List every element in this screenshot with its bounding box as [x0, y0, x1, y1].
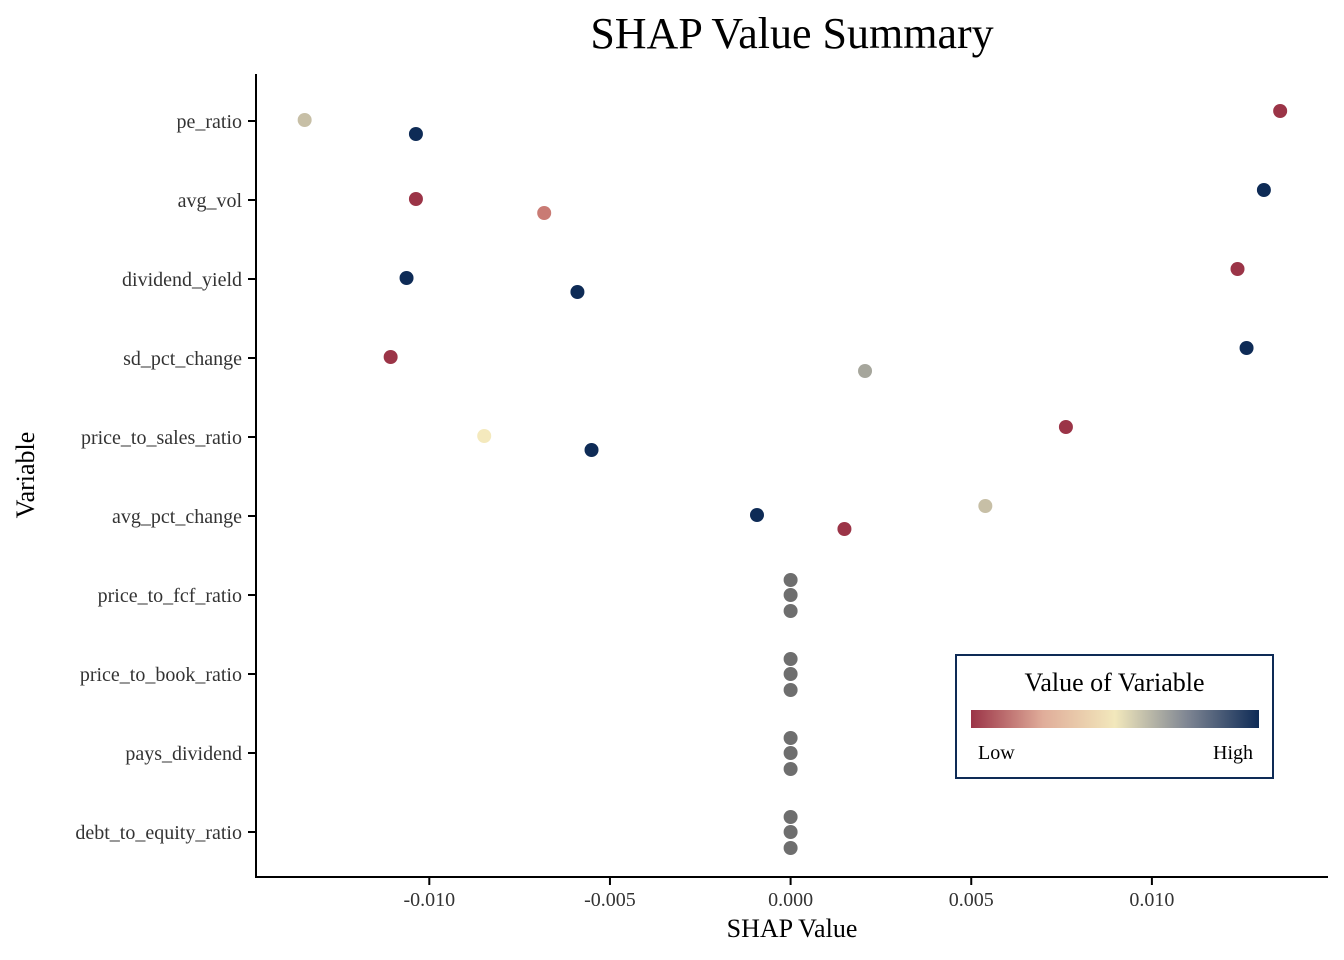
shap-point [1256, 183, 1271, 197]
y-tick-label: avg_pct_change [112, 506, 242, 528]
x-tick-label: 0.010 [1129, 889, 1174, 911]
y-tick-label: price_to_sales_ratio [81, 427, 242, 449]
shap-point [1239, 341, 1254, 355]
shap-point [477, 429, 492, 443]
y-tick-label: price_to_fcf_ratio [98, 585, 242, 607]
shap-point [783, 762, 798, 776]
y-axis-title: Variable [11, 432, 40, 519]
shap-point [783, 604, 798, 618]
legend-high-label: High [1213, 742, 1253, 764]
chart-title: SHAP Value Summary [590, 9, 993, 58]
y-tick-label: dividend_yield [122, 269, 242, 291]
x-tick-label: 0.005 [949, 889, 994, 911]
shap-point [783, 588, 798, 602]
legend-low-label: Low [978, 742, 1015, 764]
shap-point [783, 667, 798, 681]
x-tick-label: -0.010 [403, 889, 455, 911]
shap-point [783, 573, 798, 587]
plot-area: pe_ratio avg_vol dividend_yield sd_pct_chan… [75, 74, 1328, 911]
shap-point [399, 271, 414, 285]
y-tick-label: price_to_book_ratio [80, 664, 242, 686]
shap-point [408, 192, 423, 206]
shap-point [978, 499, 993, 513]
data-points [297, 104, 1288, 855]
shap-point [783, 652, 798, 666]
shap-point [383, 350, 398, 364]
x-tick-label: -0.005 [584, 889, 636, 911]
x-axis-title: SHAP Value [727, 914, 858, 943]
x-axis-ticks: -0.010 -0.005 0.000 0.005 0.010 [403, 877, 1174, 911]
shap-point [297, 113, 312, 127]
shap-point [537, 206, 552, 220]
shap-point [749, 508, 764, 522]
y-tick-label: pays_dividend [125, 743, 242, 765]
y-axis-ticks: pe_ratio avg_vol dividend_yield sd_pct_chan… [75, 111, 256, 844]
shap-point [783, 841, 798, 855]
shap-point [783, 683, 798, 697]
y-tick-label: debt_to_equity_ratio [75, 822, 242, 844]
shap-point [584, 443, 599, 457]
y-tick-label: avg_vol [178, 190, 243, 212]
legend-color-bar [971, 710, 1259, 728]
shap-point [783, 746, 798, 760]
y-tick-label: pe_ratio [176, 111, 242, 133]
shap-point [783, 825, 798, 839]
shap-point [783, 731, 798, 745]
shap-point [783, 810, 798, 824]
shap-point [1273, 104, 1288, 118]
shap-point [1058, 420, 1073, 434]
shap-point [837, 522, 852, 536]
y-tick-label: sd_pct_change [123, 348, 242, 370]
legend-title: Value of Variable [1024, 668, 1204, 697]
color-legend: Value of Variable Low High [955, 654, 1274, 779]
shap-point [858, 364, 873, 378]
shap-point [570, 285, 585, 299]
x-tick-label: 0.000 [768, 889, 813, 911]
shap-point [408, 127, 423, 141]
shap-point [1230, 262, 1245, 276]
